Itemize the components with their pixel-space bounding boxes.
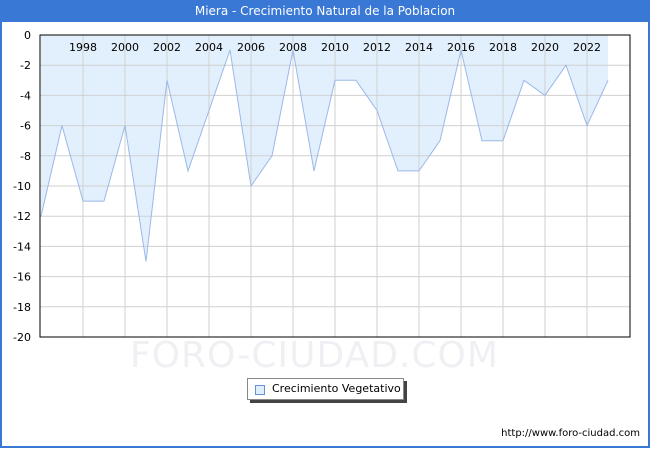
svg-text:2014: 2014 [405,41,433,54]
svg-text:2010: 2010 [321,41,349,54]
svg-text:-12: -12 [13,210,31,223]
svg-text:2012: 2012 [363,41,391,54]
svg-text:-6: -6 [20,120,31,133]
svg-text:2020: 2020 [531,41,559,54]
legend-swatch-icon [255,385,265,395]
svg-text:-4: -4 [20,89,31,102]
chart-title: Miera - Crecimiento Natural de la Poblac… [0,0,650,22]
svg-text:2000: 2000 [111,41,139,54]
svg-text:2006: 2006 [237,41,265,54]
svg-text:0: 0 [24,29,31,42]
svg-text:-2: -2 [20,59,31,72]
svg-text:-16: -16 [13,271,31,284]
svg-text:-10: -10 [13,180,31,193]
svg-text:-20: -20 [13,331,31,344]
svg-text:-14: -14 [13,240,31,253]
svg-text:-18: -18 [13,301,31,314]
svg-text:2008: 2008 [279,41,307,54]
watermark: FORO-CIUDAD.COM [130,335,499,376]
svg-text:2016: 2016 [447,41,475,54]
source-url: http://www.foro-ciudad.com [501,428,640,439]
svg-text:1998: 1998 [69,41,97,54]
legend-label: Crecimiento Vegetativo [272,382,401,395]
svg-text:-8: -8 [20,150,31,163]
svg-text:2004: 2004 [195,41,223,54]
svg-text:2018: 2018 [489,41,517,54]
legend: Crecimiento Vegetativo [247,378,404,400]
svg-text:2022: 2022 [573,41,601,54]
svg-text:2002: 2002 [153,41,181,54]
